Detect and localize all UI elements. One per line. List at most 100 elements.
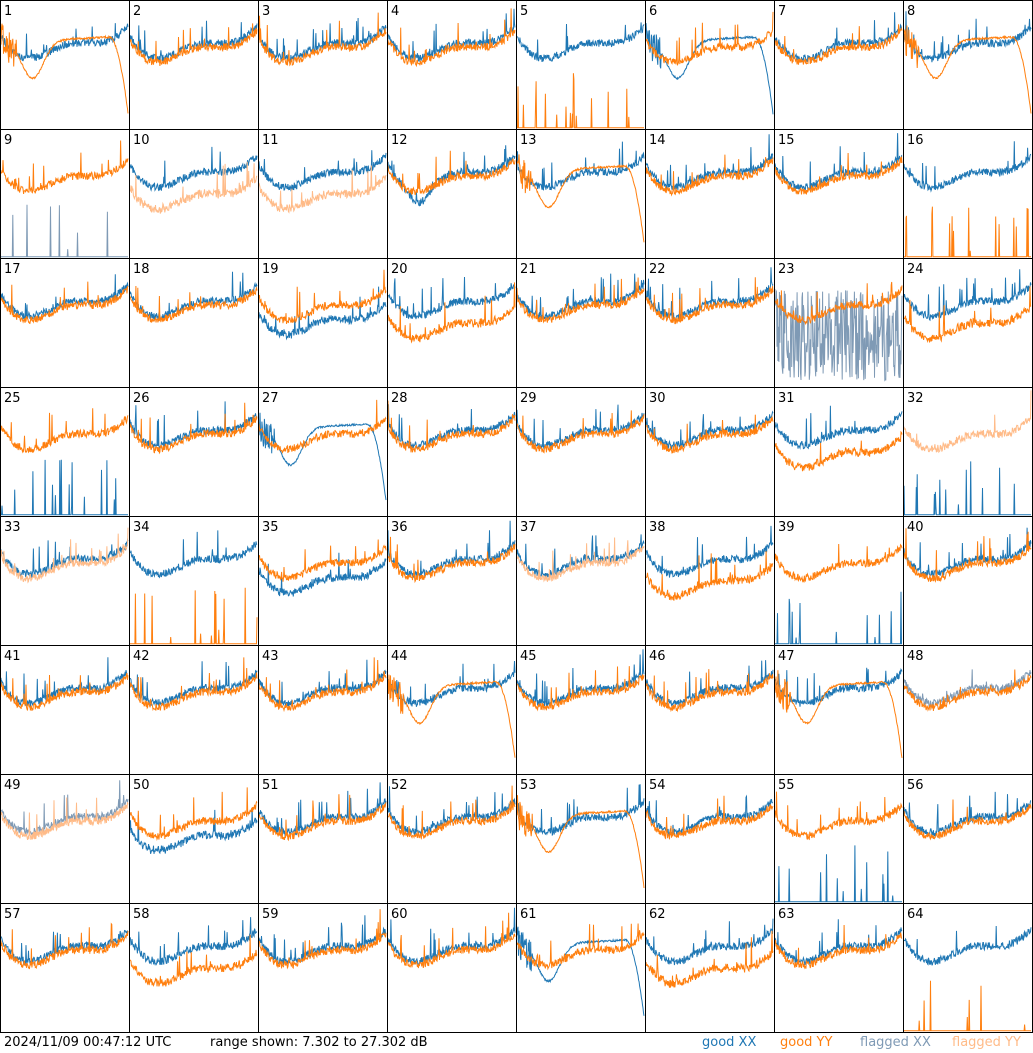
tile-22: 22 [645, 262, 774, 325]
tile-13: 13 [516, 133, 645, 243]
tile-22-label: 22 [649, 262, 666, 277]
tile-9-xx-line [1, 204, 128, 258]
tile-47-yy-line [774, 670, 903, 758]
tile-39-yy-line [774, 543, 903, 583]
tile-49-xx-line [0, 780, 129, 836]
tile-16-label: 16 [907, 133, 924, 148]
tile-31-yy-line [774, 430, 903, 472]
tile-2: 2 [129, 4, 258, 66]
tile-9-label: 9 [4, 133, 12, 148]
tile-52: 52 [387, 778, 516, 840]
tile-16: 16 [903, 133, 1032, 258]
tile-10-xx-line [129, 146, 258, 192]
tile-55: 55 [774, 778, 903, 903]
tile-40-xx-line [903, 527, 1032, 579]
tile-62-xx-line [645, 918, 774, 966]
tile-59-label: 59 [262, 907, 279, 922]
tile-14-xx-line [645, 134, 774, 190]
tile-45-label: 45 [520, 649, 537, 664]
tile-26: 26 [129, 391, 258, 455]
tile-42-xx-line [129, 661, 258, 707]
tile-41: 41 [0, 649, 129, 711]
tile-54-label: 54 [649, 778, 666, 793]
tile-12-xx-line [387, 145, 516, 207]
tile-43-xx-line [258, 659, 387, 708]
tile-51: 51 [258, 778, 387, 842]
tile-25: 25 [0, 391, 129, 516]
tile-22-xx-line [645, 267, 774, 321]
tile-60-xx-line [387, 907, 516, 966]
tile-42-yy-line [129, 657, 258, 712]
tile-3-label: 3 [262, 4, 270, 19]
tile-39-xx-line [775, 591, 902, 645]
tile-30: 30 [645, 391, 774, 454]
tile-39: 39 [774, 520, 903, 645]
tile-30-yy-line [645, 414, 774, 454]
tile-64-xx-line [903, 925, 1032, 966]
tile-7-xx-line [774, 12, 903, 63]
tile-45-yy-line [516, 666, 645, 712]
tile-46: 46 [645, 649, 774, 713]
tile-54: 54 [645, 778, 774, 840]
tile-18: 18 [129, 262, 258, 323]
tile-38-xx-line [645, 525, 774, 578]
tile-35: 35 [258, 520, 387, 597]
tile-46-yy-line [645, 669, 774, 713]
tile-45-xx-line [516, 649, 645, 707]
tile-11: 11 [258, 133, 387, 214]
tile-8-label: 8 [907, 4, 915, 19]
tile-55-xx-line [775, 845, 902, 903]
tile-37-xx-line [516, 534, 645, 578]
tile-33-label: 33 [4, 520, 21, 535]
tile-19-xx-line [258, 286, 387, 341]
tile-5: 5 [516, 4, 645, 129]
tile-63: 63 [774, 907, 903, 970]
tile-54-yy-line [645, 795, 774, 840]
tile-44-label: 44 [391, 649, 408, 664]
tile-15-label: 15 [778, 133, 795, 148]
tile-58-xx-line [129, 917, 257, 966]
tile-62-label: 62 [649, 907, 666, 922]
tile-2-yy-line [129, 23, 258, 66]
tile-37-yy-line [516, 537, 645, 583]
tile-8-yy-line [903, 25, 1032, 114]
tile-50-label: 50 [133, 778, 150, 793]
tile-31: 31 [774, 391, 903, 472]
tile-53-yy-line [516, 795, 645, 889]
tile-38-yy-line [645, 551, 774, 601]
tile-19-label: 19 [262, 262, 279, 277]
tile-27-xx-line [258, 412, 387, 501]
tile-4-yy-line [387, 8, 516, 68]
tile-7-label: 7 [778, 4, 786, 19]
tile-49-yy-line [0, 797, 129, 840]
tile-29-xx-line [516, 404, 645, 450]
tile-8: 8 [903, 4, 1032, 114]
tile-9: 9 [0, 133, 129, 258]
tile-21: 21 [516, 262, 645, 324]
tile-26-label: 26 [133, 391, 150, 406]
tile-43-yy-line [258, 657, 387, 713]
tile-46-label: 46 [649, 649, 666, 664]
tile-59: 59 [258, 907, 387, 970]
tile-51-yy-line [258, 794, 387, 842]
tile-30-label: 30 [649, 391, 666, 406]
tile-36-label: 36 [391, 520, 408, 535]
tile-64: 64 [903, 907, 1032, 1032]
tile-39-label: 39 [778, 520, 795, 535]
tile-16-yy-line [904, 206, 1031, 258]
tile-62: 62 [645, 907, 774, 988]
tile-48-yy-line [903, 669, 1032, 712]
tile-17-yy-line [0, 281, 129, 325]
timestamp: 2024/11/09 00:47:12 UTC [4, 1035, 172, 1050]
tile-7: 7 [774, 4, 903, 65]
tile-7-yy-line [774, 24, 903, 65]
tile-56: 56 [903, 778, 1032, 841]
tile-42: 42 [129, 649, 258, 712]
tile-40: 40 [903, 520, 1032, 583]
tile-35-label: 35 [262, 520, 279, 535]
tile-24-yy-line [903, 286, 1032, 344]
tile-20-label: 20 [391, 262, 408, 277]
tile-52-yy-line [387, 785, 516, 840]
tile-50-yy-line [129, 787, 258, 842]
tile-23: 23 [774, 262, 903, 382]
